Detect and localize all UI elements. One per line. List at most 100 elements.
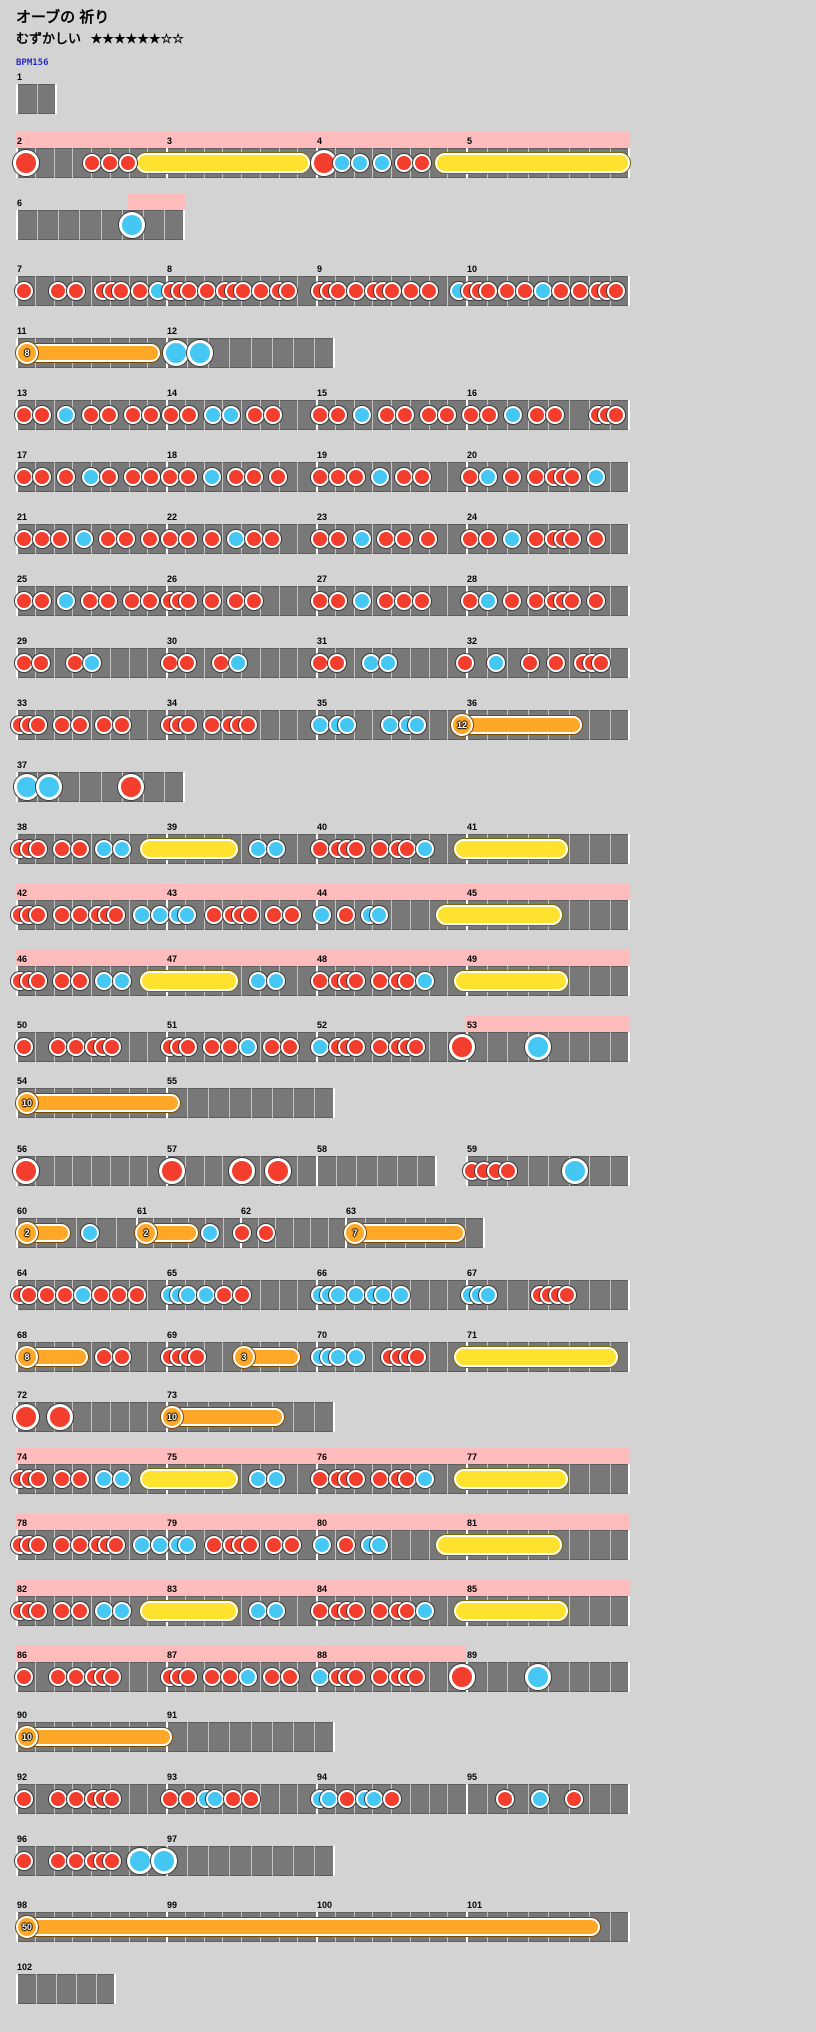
- don-note: [53, 840, 71, 858]
- measure-line: [16, 84, 18, 114]
- don-note: [56, 1286, 74, 1304]
- beat-line: [569, 648, 570, 678]
- beat-line: [487, 1032, 488, 1062]
- ka-note: [313, 906, 331, 924]
- beat-line: [79, 772, 80, 802]
- beat-line: [54, 148, 55, 178]
- beat-line: [447, 276, 448, 306]
- don-note: [503, 592, 521, 610]
- beat-line: [164, 772, 165, 802]
- measure-number: 75: [167, 1452, 178, 1462]
- don-note: [49, 282, 67, 300]
- beat-line: [314, 1402, 315, 1432]
- beat-line: [429, 710, 430, 740]
- don-note-big: [159, 1158, 185, 1184]
- don-note: [100, 468, 118, 486]
- don-note: [20, 1286, 38, 1304]
- don-note: [239, 716, 257, 734]
- don-note: [407, 1038, 425, 1056]
- beat-line: [251, 1088, 252, 1118]
- measure-number: 6: [17, 198, 23, 208]
- measure-number: 46: [17, 954, 28, 964]
- don-note-big: [118, 774, 144, 800]
- ka-note: [353, 406, 371, 424]
- beat-line: [589, 834, 590, 864]
- don-note: [395, 592, 413, 610]
- don-note: [227, 468, 245, 486]
- ka-note: [503, 530, 521, 548]
- measure-number: 79: [167, 1518, 178, 1528]
- drumroll-note: [140, 971, 238, 991]
- beat-line: [391, 900, 392, 930]
- don-note: [347, 1470, 365, 1488]
- beat-line: [91, 710, 92, 740]
- beat-line: [293, 1088, 294, 1118]
- measure-number: 68: [17, 1330, 28, 1340]
- gogo-time-band: [16, 1580, 630, 1596]
- beat-line: [548, 1156, 549, 1186]
- drumroll-note: [140, 839, 238, 859]
- don-note: [161, 530, 179, 548]
- measure-line: [628, 1156, 630, 1186]
- beat-line: [410, 900, 411, 930]
- don-note: [81, 592, 99, 610]
- balloon-tail: [355, 1224, 465, 1242]
- measure-number: 63: [346, 1206, 357, 1216]
- beat-line: [223, 1218, 224, 1248]
- ka-note: [379, 654, 397, 672]
- balloon-tail: [27, 1918, 600, 1936]
- beat-line: [417, 1156, 418, 1186]
- beat-line: [35, 1662, 36, 1692]
- measure-number: 80: [317, 1518, 328, 1528]
- ka-note-big: [119, 212, 145, 238]
- measure-number: 42: [17, 888, 28, 898]
- ka-note: [374, 1286, 392, 1304]
- beat-line: [72, 1156, 73, 1186]
- beat-line: [241, 400, 242, 430]
- beat-line: [569, 1530, 570, 1560]
- beat-line: [410, 1530, 411, 1560]
- don-note: [123, 592, 141, 610]
- don-note: [53, 972, 71, 990]
- beat-line: [272, 1722, 273, 1752]
- beat-line: [241, 834, 242, 864]
- measure-number: 47: [167, 954, 178, 964]
- don-note: [95, 1348, 113, 1366]
- don-note: [178, 654, 196, 672]
- beat-line: [429, 1280, 430, 1310]
- don-note: [101, 154, 119, 172]
- don-note: [53, 906, 71, 924]
- measure-number: 36: [467, 698, 478, 708]
- beat-line: [204, 1530, 205, 1560]
- beat-line: [429, 900, 430, 930]
- measure-number: 67: [467, 1268, 478, 1278]
- beat-line: [101, 210, 102, 240]
- don-note: [49, 1790, 67, 1808]
- ka-note: [479, 1286, 497, 1304]
- don-note: [546, 406, 564, 424]
- beat-line: [610, 1464, 611, 1494]
- don-note: [162, 406, 180, 424]
- ka-note: [311, 1038, 329, 1056]
- beat-line: [610, 900, 611, 930]
- don-note: [395, 530, 413, 548]
- beat-line: [35, 1784, 36, 1814]
- beat-line: [391, 462, 392, 492]
- don-note: [67, 282, 85, 300]
- don-note: [103, 1790, 121, 1808]
- beat-line: [72, 524, 73, 554]
- ka-note: [416, 840, 434, 858]
- ka-note-big: [127, 1848, 153, 1874]
- don-note: [461, 468, 479, 486]
- beat-line: [610, 1530, 611, 1560]
- measure-number: 95: [467, 1772, 478, 1782]
- ka-note: [95, 1602, 113, 1620]
- ka-note: [249, 972, 267, 990]
- don-note: [49, 1852, 67, 1870]
- don-note: [499, 1162, 517, 1180]
- ka-note: [267, 840, 285, 858]
- beat-line: [569, 1464, 570, 1494]
- measure-number: 50: [17, 1020, 28, 1030]
- measure-number: 19: [317, 450, 328, 460]
- beat-line: [91, 1342, 92, 1372]
